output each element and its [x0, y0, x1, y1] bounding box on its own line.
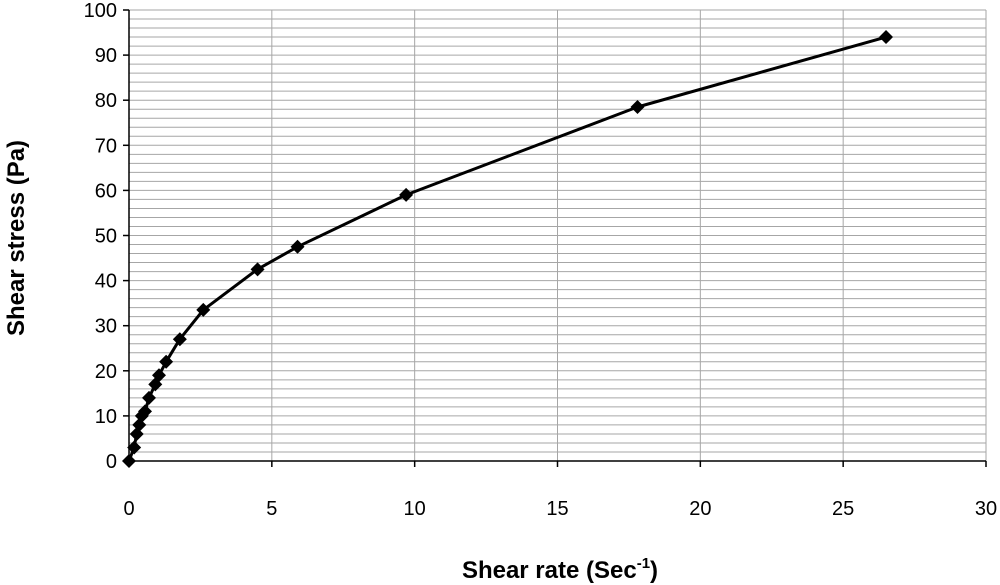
- series-shear-stress: [122, 30, 894, 468]
- data-point: [172, 332, 187, 347]
- y-tick-label: 10: [95, 406, 117, 428]
- y-tick-label: 50: [95, 226, 117, 248]
- data-point: [250, 262, 265, 277]
- data-point: [159, 354, 174, 369]
- data-point: [630, 99, 645, 114]
- y-tick-label: 80: [95, 90, 117, 112]
- axes: [123, 9, 987, 467]
- axis-titles: Shear rate (Sec-1) Shear stress (Pa): [3, 140, 658, 584]
- y-tick-label: 70: [95, 135, 117, 157]
- data-point: [196, 302, 211, 317]
- x-tick-label: 20: [689, 498, 711, 520]
- x-tick-label: 0: [123, 498, 134, 520]
- data-point: [151, 368, 166, 383]
- data-point: [122, 454, 136, 468]
- data-point: [290, 239, 305, 254]
- y-tick-label: 0: [106, 451, 117, 473]
- x-tick-label: 25: [832, 498, 854, 520]
- x-tick-label: 30: [975, 498, 997, 520]
- data-point: [141, 390, 156, 405]
- x-tick-label: 10: [404, 498, 426, 520]
- grid-lines: [129, 9, 987, 461]
- x-tick-label: 15: [546, 498, 568, 520]
- x-tick-label: 5: [266, 498, 277, 520]
- y-tick-label: 100: [84, 0, 117, 22]
- y-tick-label: 60: [95, 180, 117, 202]
- y-axis-title: Shear stress (Pa): [3, 140, 30, 336]
- x-axis-title: Shear rate (Sec-1): [462, 555, 658, 584]
- data-point: [137, 404, 152, 419]
- y-tick-label: 30: [95, 316, 117, 338]
- data-point: [879, 30, 894, 45]
- data-point: [127, 440, 142, 455]
- y-tick-label: 90: [95, 45, 117, 67]
- y-tick-label: 40: [95, 271, 117, 293]
- tick-labels: 0 10 20 30 40 50 60 70 80 90 100 0 5 10 15 20 25 30: [84, 0, 998, 520]
- y-tick-label: 20: [95, 361, 117, 383]
- x-axis-title-superscript: -1: [637, 555, 650, 572]
- data-point: [399, 187, 414, 202]
